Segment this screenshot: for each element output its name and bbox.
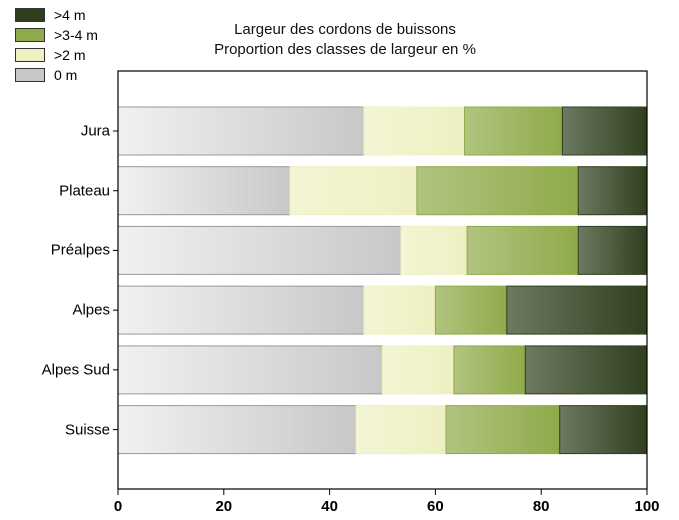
bar-segment: [506, 285, 648, 335]
bar-segment: [416, 166, 579, 216]
x-tick-label: 80: [532, 498, 550, 515]
category-label: Jura: [80, 122, 110, 140]
category-label: Alpes: [72, 301, 110, 319]
bar-segment: [117, 405, 357, 455]
bar-segment: [117, 285, 365, 335]
bar-segment: [577, 166, 648, 216]
bar-segment: [464, 106, 563, 156]
legend-item: 0 m: [15, 67, 77, 83]
bar-segment: [524, 345, 648, 395]
bar-segment: [117, 106, 365, 156]
bar-segment: [117, 225, 402, 275]
legend-swatch: [15, 48, 45, 62]
legend-item: >4 m: [15, 7, 86, 23]
bar-segment: [355, 405, 447, 455]
bars-layer: [117, 106, 648, 455]
legend-label: >2 m: [54, 47, 86, 63]
bar-segment: [289, 166, 418, 216]
category-label: Préalpes: [50, 241, 110, 259]
category-label: Suisse: [64, 421, 110, 439]
category-label: Plateau: [59, 182, 110, 200]
bar-segment: [453, 345, 526, 395]
legend-swatch: [15, 28, 45, 42]
chart-subtitle: Proportion des classes de largeur en %: [214, 41, 476, 58]
legend-swatch: [15, 68, 45, 82]
bar-segment: [434, 285, 508, 335]
bar-segment: [400, 225, 468, 275]
bar-segment: [577, 225, 648, 275]
bar-segment: [382, 345, 455, 395]
x-tick-label: 40: [321, 498, 338, 515]
x-tick-label: 100: [634, 498, 660, 515]
x-tick-label: 60: [427, 498, 444, 515]
category-label: Alpes Sud: [41, 361, 110, 379]
bar-segment: [117, 166, 291, 216]
bar-segment: [445, 405, 561, 455]
bar-segment: [363, 285, 436, 335]
legend-label: 0 m: [54, 67, 78, 83]
bar-segment: [117, 345, 383, 395]
plot-frame: [117, 70, 648, 490]
bar-segment: [559, 405, 648, 455]
x-tick-label: 20: [215, 498, 233, 515]
bar-segment: [561, 106, 648, 156]
legend-swatch: [15, 8, 45, 22]
bar-segment: [363, 106, 465, 156]
x-tick-label: 0: [113, 498, 123, 515]
legend-label: >4 m: [54, 7, 86, 23]
legend-item: >2 m: [15, 47, 86, 63]
x-ticks: [113, 130, 648, 495]
legend-label: >3-4 m: [54, 27, 98, 43]
chart-title: Largeur des cordons de buissons: [234, 21, 456, 38]
bar-segment: [466, 225, 579, 275]
legend-item: >3-4 m: [15, 27, 98, 43]
